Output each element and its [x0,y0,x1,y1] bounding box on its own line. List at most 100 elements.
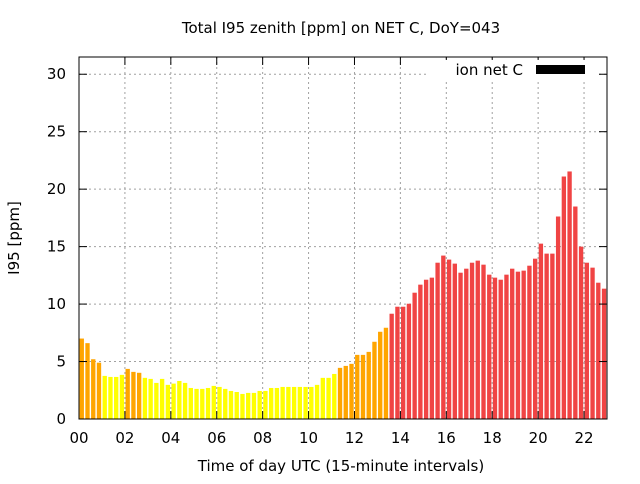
bar [349,363,354,419]
bar [102,375,107,419]
bar [567,171,572,419]
bar [435,262,440,419]
bar [366,351,371,419]
bar [320,377,325,419]
y-tick-label: 0 [56,410,66,428]
bar [418,284,423,419]
bar [596,282,601,419]
bar [268,387,274,419]
bar [590,267,595,419]
bar [85,343,90,419]
bar [469,262,475,419]
bar [165,384,171,419]
grid [79,57,607,419]
bar [326,377,331,419]
bar [108,376,113,419]
y-tick-label: 15 [47,238,66,256]
bar [378,331,383,419]
y-tick-label: 10 [47,295,66,313]
x-tick-label: 10 [299,429,318,447]
x-tick-label: 04 [161,429,180,447]
x-tick-label: 06 [207,429,226,447]
bar [429,277,435,419]
bar [159,378,165,419]
bar [515,271,521,419]
bar [504,274,509,419]
x-axis-label: Time of day UTC (15-minute intervals) [197,457,484,475]
x-tick-label: 16 [437,429,456,447]
bar [217,386,222,419]
bar [544,253,549,419]
bar [257,390,262,419]
bar [510,268,515,419]
bar [274,387,280,419]
bar [223,388,228,419]
y-tick-label: 25 [47,123,66,141]
bar [154,382,159,419]
bar [441,255,446,419]
bar [200,388,205,419]
bar [125,368,130,419]
bar [498,279,503,419]
bar [314,384,320,419]
bar [240,393,245,419]
legend-label: ion net C [456,61,523,79]
x-tick-label: 20 [529,429,548,447]
bar [142,377,148,419]
bar [355,354,360,419]
bar [464,268,469,419]
bar [297,386,303,419]
bar [136,372,142,419]
bar [481,264,486,419]
bar [527,265,532,419]
bar [131,371,136,419]
bar [96,362,102,419]
y-tick-label: 30 [47,65,66,83]
bar [521,270,526,419]
bar [234,391,239,419]
plot-border [78,56,608,420]
bar [291,386,297,419]
bar [79,338,84,419]
bar [372,341,377,419]
bar [573,206,578,419]
bar [280,386,285,419]
bar [286,386,291,419]
bar [251,392,257,419]
ticks: 0 5 10 15 20 25 30 00 02 04 06 08 10 12 14 16 18 20 22 [47,57,607,447]
bar [492,277,498,419]
bar [337,367,343,419]
x-tick-label: 08 [253,429,272,447]
bar [148,378,153,419]
bar [343,365,348,419]
bar [423,279,429,419]
x-tick-label: 12 [345,429,364,447]
bar [263,390,268,419]
bar [119,374,125,419]
y-tick-label: 5 [56,353,66,371]
legend: ion net C [428,60,598,80]
y-axis-label: I95 [ppm] [5,201,23,275]
bar [538,243,544,419]
bar [246,392,251,419]
bar [188,387,193,419]
bar [487,274,492,419]
bar [400,306,406,419]
bar [171,383,176,419]
bar [412,292,417,419]
bar [360,354,366,419]
bar [452,263,457,419]
bar [114,376,119,419]
bar [211,385,216,419]
bar [406,303,412,419]
bar [584,262,589,419]
bar [555,216,561,419]
bar [601,288,607,419]
bar [205,387,211,419]
bar [303,386,308,419]
bar [332,373,337,419]
y-tick-label: 20 [47,180,66,198]
bar [532,258,538,419]
bar [458,272,463,419]
